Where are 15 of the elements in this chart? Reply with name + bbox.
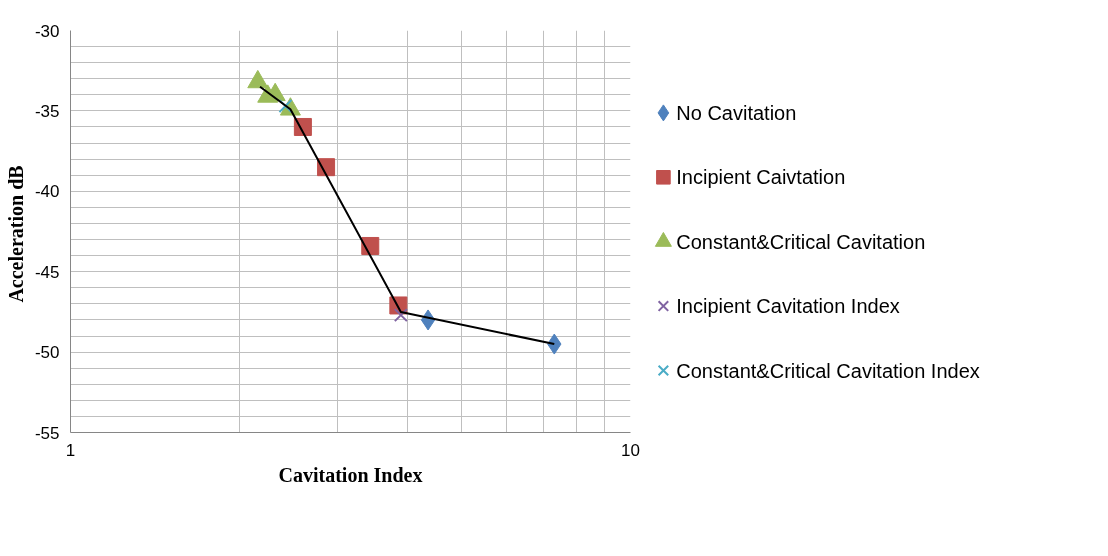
legend-label: Constant&Critical Cavitation Index [676, 359, 980, 382]
legend-label: Incipient Caivtation [676, 166, 846, 189]
y-axis-title: Acceleration dB [4, 165, 27, 303]
y-tick-label: -50 [34, 343, 60, 363]
legend-label: Constant&Critical Cavitation [676, 230, 926, 253]
y-tick-label: -35 [34, 101, 60, 121]
y-tick-label: -40 [34, 182, 60, 202]
y-tick-label: -30 [34, 21, 60, 41]
y-tick-label: -45 [34, 262, 60, 282]
x-tick-label: 10 [621, 440, 640, 460]
legend-label: No Cavitation [676, 101, 797, 124]
x-axis-title: Cavitation Index [278, 463, 423, 486]
x-tick-label: 1 [65, 440, 76, 460]
y-tick-label: -55 [34, 423, 60, 443]
legend-label: Incipient Cavitation Index [676, 295, 900, 318]
